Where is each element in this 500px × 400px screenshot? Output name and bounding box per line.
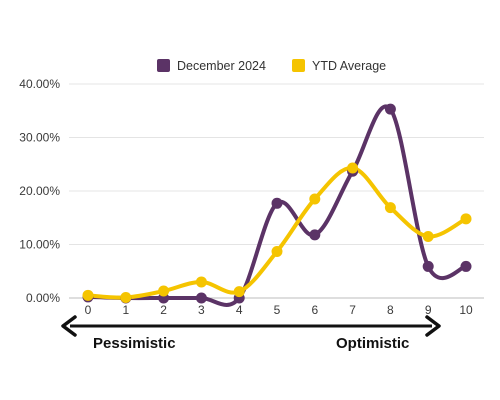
series-points <box>82 103 472 304</box>
x-tick-label: 6 <box>311 303 318 317</box>
x-tick-label: 2 <box>160 303 167 317</box>
x-tick-label: 8 <box>387 303 394 317</box>
y-tick-label: 10.00% <box>19 238 60 252</box>
data-point-ytd-average <box>233 286 245 298</box>
data-point-ytd-average <box>158 285 170 297</box>
y-tick-label: 40.00% <box>19 77 60 91</box>
data-point-december-2024 <box>384 103 396 115</box>
legend-swatch-december-2024 <box>157 59 170 72</box>
x-tick-label: 0 <box>85 303 92 317</box>
x-tick-label: 3 <box>198 303 205 317</box>
data-point-ytd-average <box>82 289 94 301</box>
data-point-december-2024 <box>309 229 321 241</box>
data-point-ytd-average <box>347 162 359 174</box>
x-tick-label: 1 <box>122 303 129 317</box>
data-point-december-2024 <box>460 260 472 272</box>
x-tick-label: 10 <box>459 303 473 317</box>
pessimistic-label: Pessimistic <box>93 335 176 352</box>
legend-label-ytd-average: YTD Average <box>312 59 386 73</box>
data-point-december-2024 <box>422 260 434 272</box>
y-tick-label: 30.00% <box>19 131 60 145</box>
x-tick-label: 4 <box>236 303 243 317</box>
y-axis: 0.00% 10.00% 20.00% 30.00% 40.00% <box>19 77 60 305</box>
data-point-ytd-average <box>460 213 472 225</box>
x-tick-label: 7 <box>349 303 356 317</box>
sentiment-scale-arrow <box>61 315 441 337</box>
optimistic-label: Optimistic <box>336 335 409 352</box>
arrow-left-head <box>61 315 77 337</box>
data-point-ytd-average <box>271 245 283 257</box>
data-point-ytd-average <box>195 276 207 288</box>
legend: December 2024 YTD Average <box>157 59 386 73</box>
data-point-ytd-average <box>384 202 396 214</box>
x-tick-label: 5 <box>274 303 281 317</box>
x-tick-label: 9 <box>425 303 432 317</box>
data-point-ytd-average <box>422 230 434 242</box>
data-point-december-2024 <box>271 197 283 209</box>
data-point-ytd-average <box>309 193 321 205</box>
data-point-december-2024 <box>195 292 207 304</box>
legend-label-december-2024: December 2024 <box>177 59 266 73</box>
arrow-right-head <box>425 315 441 337</box>
x-axis: 0 1 2 3 4 5 6 7 8 9 10 <box>85 303 473 317</box>
y-tick-label: 20.00% <box>19 184 60 198</box>
legend-swatch-ytd-average <box>292 59 305 72</box>
gridlines <box>69 83 484 299</box>
y-tick-label: 0.00% <box>26 291 60 305</box>
data-point-ytd-average <box>120 291 132 303</box>
